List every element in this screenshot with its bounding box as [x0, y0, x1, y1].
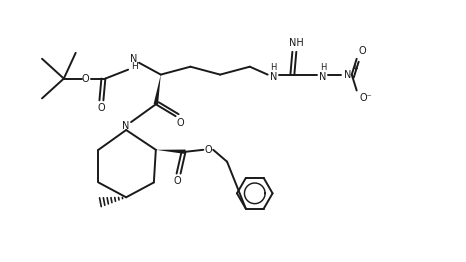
- Polygon shape: [156, 150, 185, 154]
- Text: O: O: [82, 74, 89, 84]
- Text: O: O: [97, 103, 105, 113]
- Text: O: O: [205, 145, 212, 155]
- Text: N: N: [270, 72, 277, 81]
- Text: +: +: [351, 64, 358, 73]
- Text: NH: NH: [289, 38, 304, 48]
- Text: O: O: [359, 46, 366, 56]
- Text: O⁻: O⁻: [359, 93, 372, 103]
- Text: N: N: [130, 54, 138, 64]
- Polygon shape: [154, 75, 161, 105]
- Text: H: H: [320, 63, 326, 72]
- Text: O: O: [174, 177, 181, 187]
- Text: N: N: [123, 121, 130, 131]
- Text: H: H: [130, 62, 137, 71]
- Text: N: N: [319, 72, 327, 81]
- Text: H: H: [270, 63, 277, 72]
- Text: O: O: [177, 118, 185, 128]
- Text: N: N: [344, 70, 351, 80]
